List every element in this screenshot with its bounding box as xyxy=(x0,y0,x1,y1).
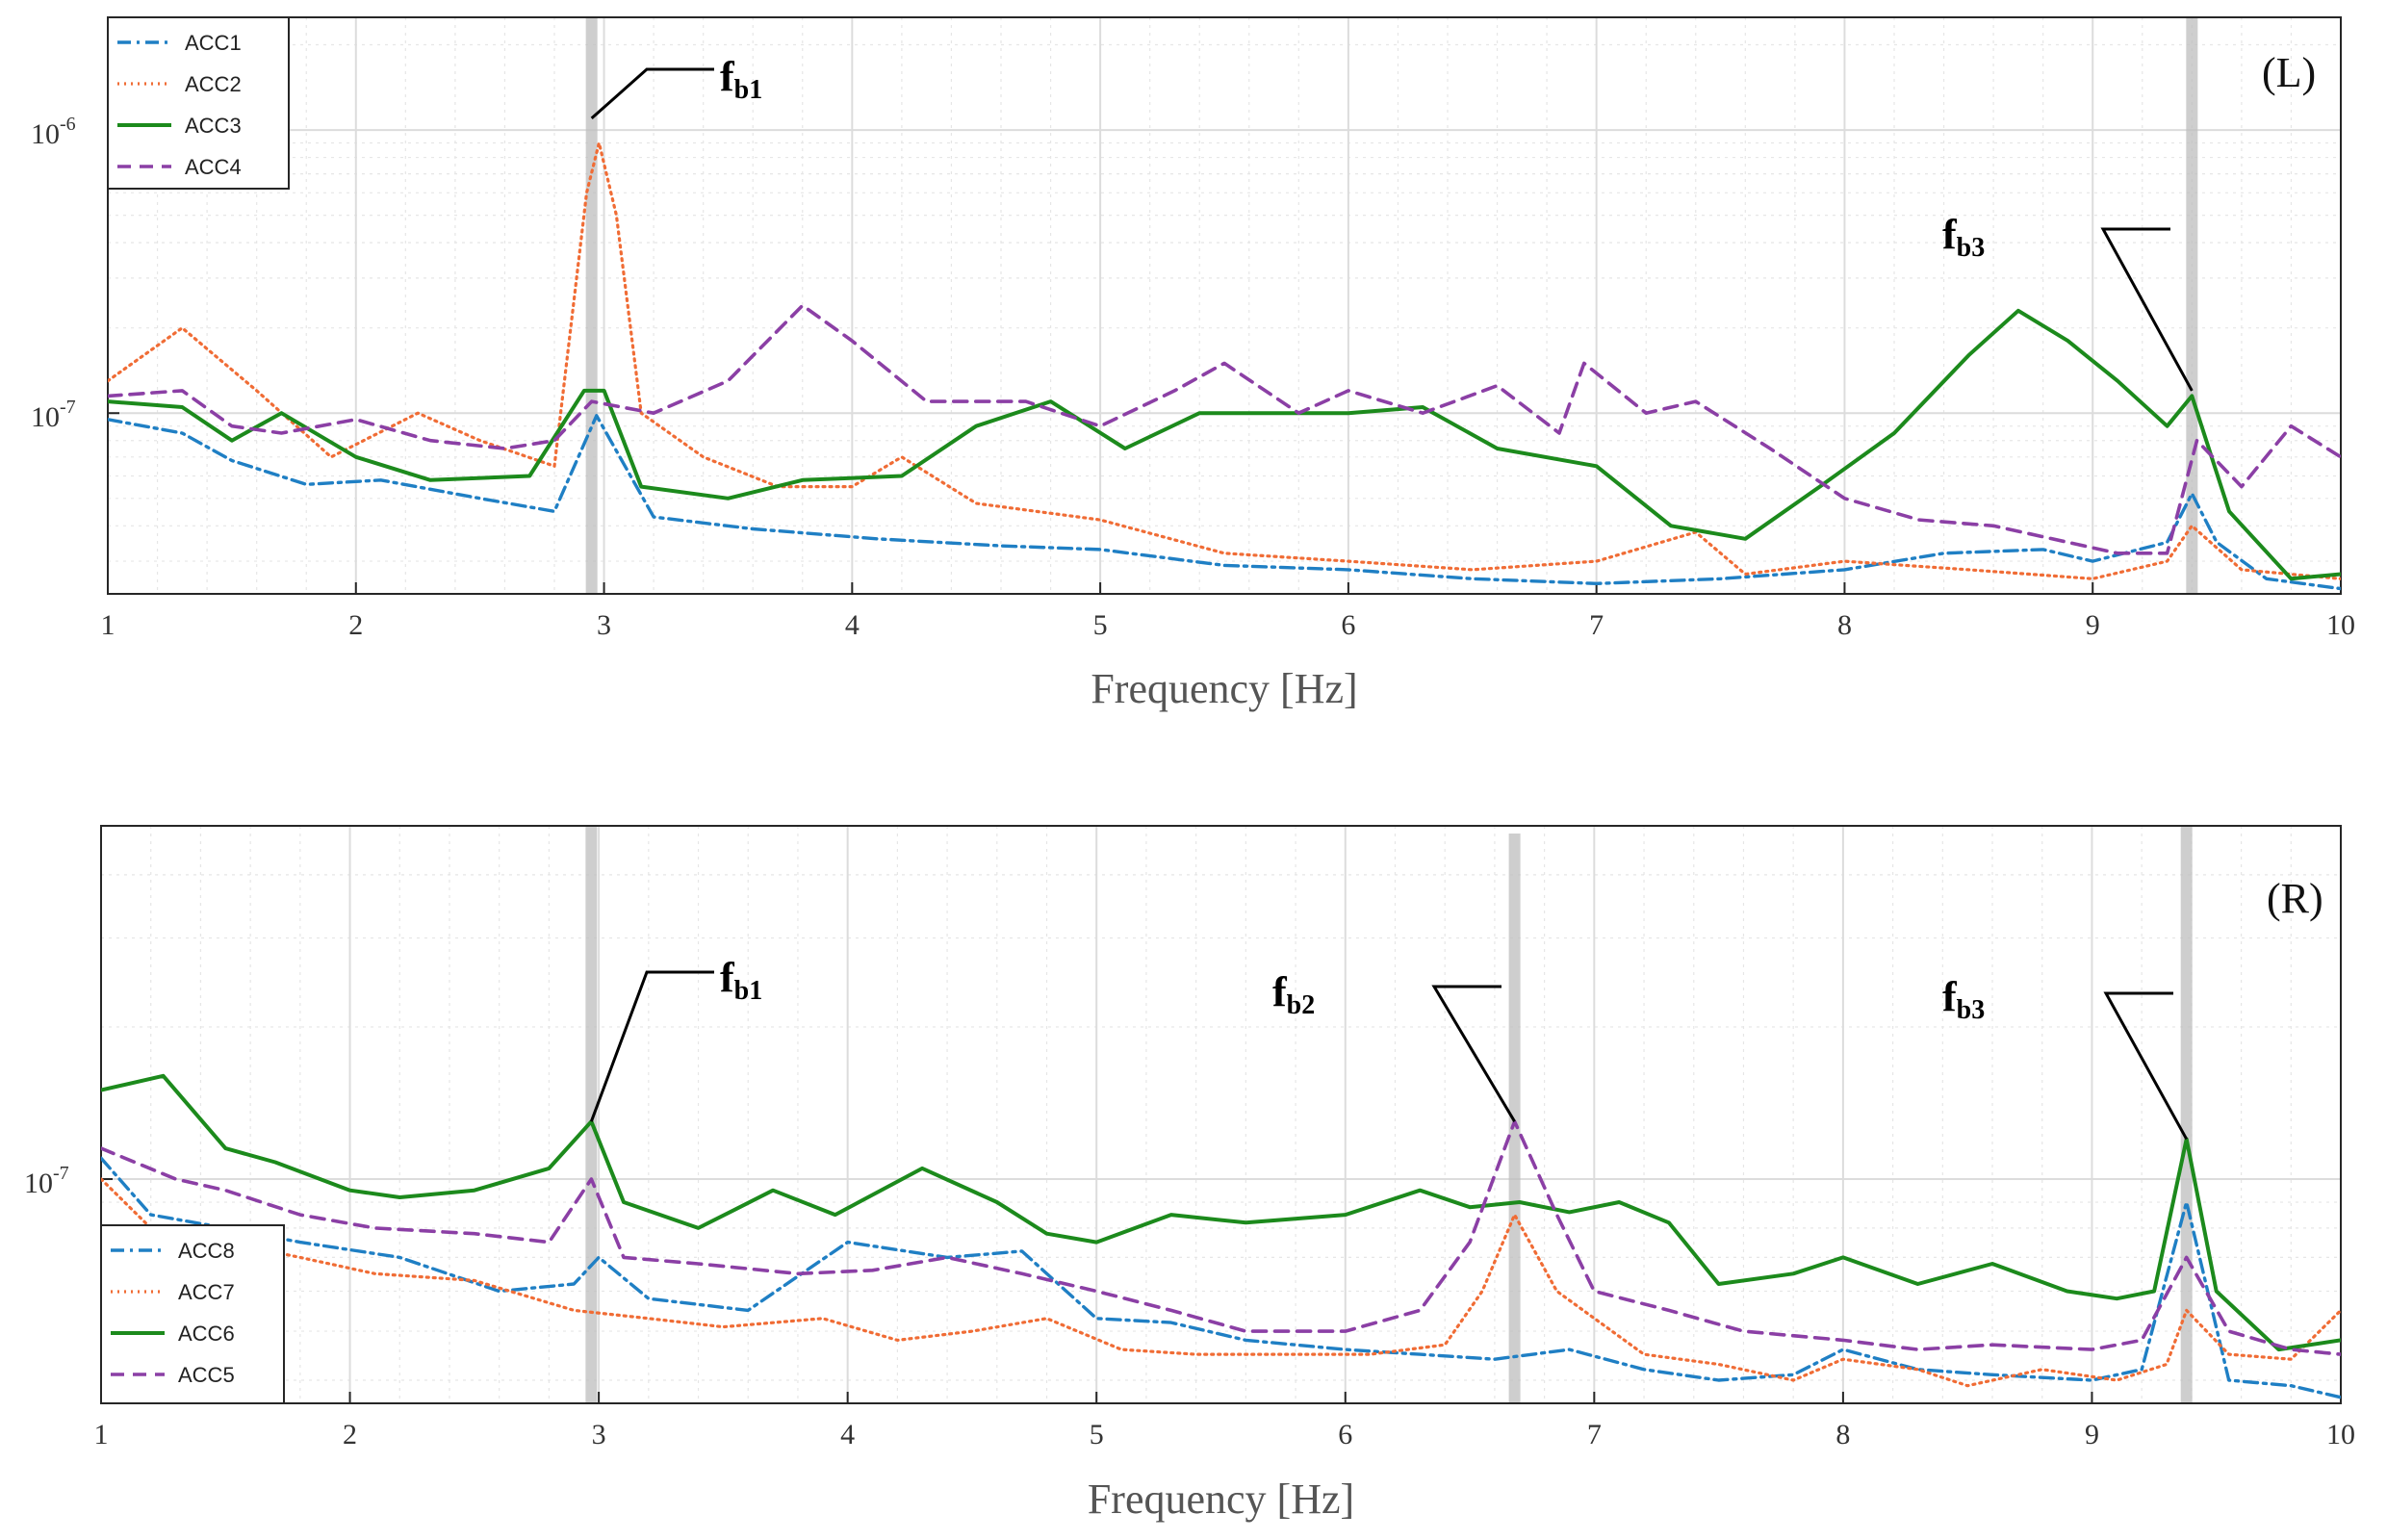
x-tick-label: 10 xyxy=(2326,609,2355,641)
annotation-label: fb1 xyxy=(720,53,762,105)
grid xyxy=(107,17,2342,594)
legend-label-acc7: ACC7 xyxy=(178,1280,235,1304)
x-tick-label: 4 xyxy=(840,1419,855,1450)
series-line-acc5 xyxy=(101,1119,2341,1356)
annotation-label: fb3 xyxy=(1942,211,1985,263)
x-axis-label: Frequency [Hz] xyxy=(1088,1476,1354,1523)
x-tick-label: 9 xyxy=(2086,609,2100,641)
annotation-fb2: fb2 xyxy=(1272,968,1516,1122)
panel-label: (R) xyxy=(2267,875,2323,922)
x-tick-label: 8 xyxy=(1837,609,1852,641)
legend-label-acc6: ACC6 xyxy=(178,1322,235,1346)
x-tick-label: 6 xyxy=(1338,1419,1352,1450)
series-line-acc3 xyxy=(108,308,2341,581)
x-tick-label: 10 xyxy=(2326,1419,2355,1450)
annotation-label: fb2 xyxy=(1272,968,1315,1020)
highlight-band xyxy=(2186,17,2198,594)
x-tick-label: 1 xyxy=(94,1419,109,1450)
legend-label-acc2: ACC2 xyxy=(185,72,242,96)
series-line-acc7 xyxy=(101,1177,2341,1388)
annotation-label: fb1 xyxy=(720,954,762,1006)
y-tick-label: 10-6 xyxy=(31,114,76,150)
x-tick-label: 6 xyxy=(1341,609,1355,641)
x-tick-label: 4 xyxy=(845,609,860,641)
legend-label-acc8: ACC8 xyxy=(178,1239,235,1263)
annotation-leader-line xyxy=(2100,227,2194,392)
x-tick-label: 7 xyxy=(1589,609,1604,641)
legend: ACC1 ACC2 ACC3 ACC4 xyxy=(107,16,290,190)
x-tick-label: 5 xyxy=(1093,609,1108,641)
highlight-band xyxy=(585,17,598,594)
highlight-band xyxy=(1508,834,1521,1403)
plot-frame xyxy=(100,825,2342,1404)
legend-label-acc5: ACC5 xyxy=(178,1363,235,1387)
x-tick-label: 7 xyxy=(1587,1419,1602,1450)
legend-label-acc3: ACC3 xyxy=(185,114,242,138)
chart-panel-left: 1 2 3 4 5 6 7 8 9 10 10-7 10-6 Frequency [Hz] (L) fb1 f… xyxy=(31,16,2355,712)
x-tick-label: 2 xyxy=(343,1419,357,1450)
legend-box xyxy=(107,16,290,190)
panel-label: (L) xyxy=(2262,49,2316,96)
x-tick-label: 9 xyxy=(2085,1419,2099,1450)
annotation-fb1: fb1 xyxy=(590,53,762,120)
annotation-leader-line xyxy=(590,67,714,120)
chart-panel-right: 1 2 3 4 5 6 7 8 9 10 10-7 Frequency [Hz] (R) fb1 fb2 fb… xyxy=(24,825,2355,1523)
x-tick-label: 3 xyxy=(592,1419,606,1450)
x-tick-label: 1 xyxy=(101,609,116,641)
x-tick-label: 5 xyxy=(1090,1419,1104,1450)
series-line-acc8 xyxy=(101,1156,2341,1399)
annotation-leader-line xyxy=(1431,985,1516,1122)
annotation-fb3: fb3 xyxy=(1942,973,2189,1141)
highlight-band xyxy=(585,826,598,1403)
x-tick-label: 3 xyxy=(597,609,611,641)
annotation-leader-line xyxy=(589,970,714,1122)
grid xyxy=(100,826,2342,1403)
plot-frame xyxy=(107,16,2342,595)
y-tick-label: 10-7 xyxy=(24,1163,69,1199)
x-axis-label: Frequency [Hz] xyxy=(1091,665,1357,712)
series-group xyxy=(108,141,2341,591)
annotation-fb3: fb3 xyxy=(1942,211,2194,392)
x-tick-label: 2 xyxy=(348,609,363,641)
legend: ACC8 ACC7 ACC6 ACC5 xyxy=(100,1224,285,1404)
legend-box xyxy=(100,1224,285,1404)
legend-label-acc1: ACC1 xyxy=(185,31,242,55)
legend-label-acc4: ACC4 xyxy=(185,155,242,179)
series-line-acc1 xyxy=(108,414,2341,591)
annotation-fb1: fb1 xyxy=(589,954,762,1122)
series-line-acc4 xyxy=(108,303,2341,555)
annotation-label: fb3 xyxy=(1942,973,1985,1025)
x-tick-label: 8 xyxy=(1835,1419,1850,1450)
y-tick-label: 10-7 xyxy=(31,397,76,433)
annotation-leader-line xyxy=(2103,991,2189,1141)
highlight-band xyxy=(2180,826,2193,1403)
series-line-acc6 xyxy=(101,1073,2341,1352)
series-group xyxy=(101,1073,2341,1399)
series-line-acc2 xyxy=(108,141,2341,580)
